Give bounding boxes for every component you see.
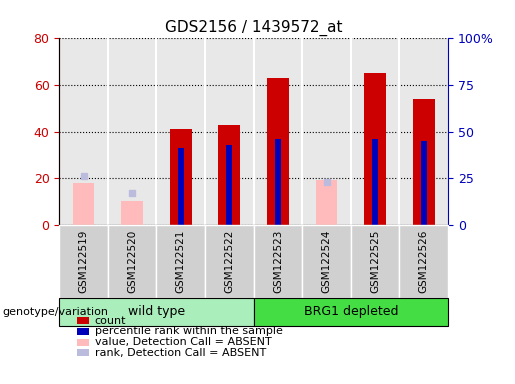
- Bar: [121, 201, 143, 225]
- Text: GSM122520: GSM122520: [127, 230, 137, 293]
- Title: GDS2156 / 1439572_at: GDS2156 / 1439572_at: [165, 20, 342, 36]
- Bar: [227, 144, 232, 225]
- Bar: [73, 183, 94, 225]
- Text: rank, Detection Call = ABSENT: rank, Detection Call = ABSENT: [95, 348, 266, 358]
- Polygon shape: [84, 304, 95, 319]
- Text: count: count: [95, 316, 126, 326]
- Bar: [413, 99, 435, 225]
- Bar: [178, 148, 184, 225]
- Text: GSM122523: GSM122523: [273, 229, 283, 293]
- Text: wild type: wild type: [128, 306, 185, 318]
- Text: GSM122522: GSM122522: [225, 229, 234, 293]
- Bar: [316, 180, 337, 225]
- Bar: [421, 141, 426, 225]
- Bar: [364, 73, 386, 225]
- Text: percentile rank within the sample: percentile rank within the sample: [95, 326, 283, 336]
- Text: GSM122519: GSM122519: [78, 229, 89, 293]
- Text: value, Detection Call = ABSENT: value, Detection Call = ABSENT: [95, 337, 271, 347]
- Bar: [275, 139, 281, 225]
- Text: genotype/variation: genotype/variation: [3, 307, 109, 317]
- Text: GSM122521: GSM122521: [176, 229, 186, 293]
- Bar: [267, 78, 289, 225]
- Text: GSM122525: GSM122525: [370, 229, 380, 293]
- Bar: [372, 139, 378, 225]
- Text: GSM122526: GSM122526: [419, 229, 429, 293]
- Text: GSM122524: GSM122524: [321, 229, 332, 293]
- Bar: [170, 129, 192, 225]
- Bar: [218, 124, 241, 225]
- Text: BRG1 depleted: BRG1 depleted: [304, 306, 398, 318]
